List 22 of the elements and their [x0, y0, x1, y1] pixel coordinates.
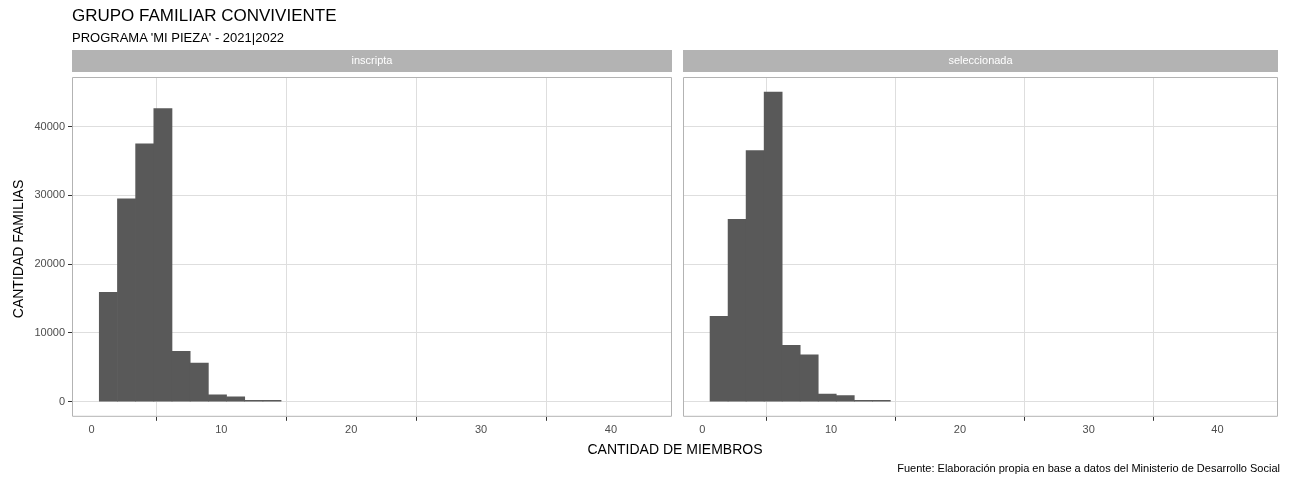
x-tick-label: 30	[474, 423, 488, 436]
y-tick-label: 20000	[34, 257, 65, 270]
x-tick-label: 30	[1082, 423, 1095, 436]
x-tick-label: 10	[215, 423, 228, 436]
x-tick-label: 40	[604, 423, 618, 436]
x-tick-label: 20	[345, 423, 358, 436]
x-tick-label: 40	[1211, 423, 1224, 436]
y-tick-label: 0	[58, 394, 65, 407]
x-tick-label: 20	[953, 423, 967, 436]
y-tick-label: 10000	[34, 325, 65, 338]
y-tick-label: 40000	[34, 119, 65, 132]
x-axis-title: CANTIDAD DE MIEMBROS	[587, 441, 763, 457]
x-tick-label: 0	[88, 423, 95, 436]
y-axis-title: CANTIDAD FAMILIAS	[10, 179, 26, 319]
text: seleccionada	[948, 54, 1014, 67]
text: inscripta	[351, 54, 394, 67]
chart-title: GRUPO FAMILIAR CONVIVIENTE	[72, 6, 337, 26]
chart-subtitle: PROGRAMA 'MI PIEZA' - 2021|2022	[72, 30, 285, 45]
x-tick-label: 0	[699, 423, 706, 436]
source-note: Fuente: Elaboración propia en base a datos del Ministerio de Desarrollo Social	[897, 462, 1280, 474]
x-tick-label: 10	[824, 423, 838, 436]
y-tick-label: 30000	[34, 188, 65, 201]
